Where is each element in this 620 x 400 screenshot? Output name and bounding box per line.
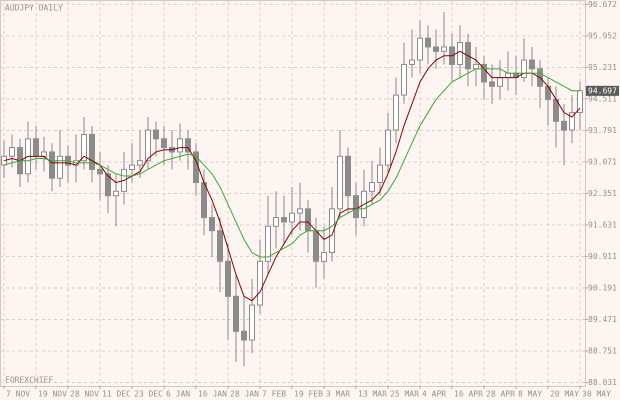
candle-body [33, 138, 39, 157]
y-tick-label: 90.911 [588, 252, 617, 261]
candle-body [329, 208, 335, 254]
x-tick-label: 25 MAR [390, 390, 419, 399]
y-tick-label: 94.511 [588, 94, 617, 103]
x-tick-label: 19 NOV [38, 390, 67, 399]
candle-body [457, 42, 463, 65]
x-tick-label: 19 FEB [294, 390, 323, 399]
candle-body [529, 59, 535, 70]
price-label-box [586, 85, 619, 96]
y-tick-label: 95.952 [588, 31, 617, 40]
price-label: 94.697 [588, 86, 617, 95]
candle-body [297, 208, 303, 214]
x-tick-label: 8 MAY [518, 390, 542, 399]
candle-body [409, 59, 415, 65]
x-tick-label: 3 MAR [326, 390, 350, 399]
y-tick-label: 95.231 [588, 63, 617, 72]
candle-body [425, 37, 431, 48]
candle-body [81, 133, 87, 162]
marks [1, 11, 583, 367]
x-tick-label: 4 APR [422, 390, 446, 399]
x-tick-label: 6 JAN [166, 390, 190, 399]
y-tick-label: 93.791 [588, 126, 617, 135]
candle-body [417, 37, 423, 61]
candle-body [569, 112, 575, 131]
candle-body [441, 46, 447, 52]
candle-body [217, 230, 223, 262]
candle-body [113, 190, 119, 197]
y-tick-label: 88.031 [588, 378, 617, 387]
candle-body [321, 252, 327, 262]
candle-body [241, 330, 247, 341]
x-tick-label: 28 JAN [230, 390, 259, 399]
x-tick-label: 16 APR [454, 390, 483, 399]
candle-body [313, 230, 319, 262]
candle-body [209, 217, 215, 232]
candle-body [177, 138, 183, 153]
y-tick-label: 88.751 [588, 346, 617, 355]
candle-body [385, 129, 391, 166]
candle-body [249, 304, 255, 341]
candle-body [505, 72, 511, 79]
candle-body [9, 147, 15, 157]
candle-body [353, 195, 359, 219]
candle-body [161, 138, 167, 149]
candle-body [233, 295, 239, 332]
candle-body [489, 81, 495, 87]
candle-body [57, 155, 63, 179]
candle-body [257, 260, 263, 306]
candle-body [89, 133, 95, 170]
candle-body [337, 155, 343, 210]
grid [0, 1, 585, 386]
candle-body [273, 217, 279, 227]
chart-title: AUDJPY DAILY [5, 4, 63, 13]
candle-body [185, 138, 191, 153]
candle-body [521, 59, 527, 79]
candle-body [345, 155, 351, 197]
moving-average-line [3, 68, 580, 258]
watermark: FOREXCHIEF [5, 376, 53, 385]
candle-body [473, 63, 479, 70]
candle-body [281, 217, 287, 223]
candle-body [393, 94, 399, 131]
x-tick-label: 13 MAR [358, 390, 387, 399]
candle-body [561, 120, 567, 131]
y-tick-label: 96.672 [588, 0, 617, 9]
candle-body [105, 173, 111, 197]
candle-body [377, 164, 383, 184]
y-tick-label: 92.351 [588, 189, 617, 198]
x-tick-label: 7 FEB [262, 390, 286, 399]
candle-body [481, 63, 487, 83]
candle-body [97, 168, 103, 175]
y-tick-label: 90.191 [588, 283, 617, 292]
candle-body [145, 129, 151, 162]
candle-body [305, 208, 311, 232]
x-tick-label: 16 JAN [198, 390, 227, 399]
candle-body [401, 63, 407, 96]
candle-body [129, 164, 135, 170]
x-tick-label: 7 NOV [6, 390, 30, 399]
candle-body [369, 182, 375, 192]
x-tick-label: 28 NOV [70, 390, 99, 399]
candle-body [265, 225, 271, 262]
y-tick-label: 89.471 [588, 315, 617, 324]
candle-body [289, 212, 295, 223]
x-tick-label: 20 MAY [550, 390, 579, 399]
candle-body [201, 182, 207, 219]
candle-body [41, 151, 47, 157]
candle-body [137, 160, 143, 166]
y-tick-label: 93.071 [588, 157, 617, 166]
candle-body [497, 77, 503, 87]
candle-body [433, 46, 439, 52]
candle-body [225, 260, 231, 297]
candle-body [49, 151, 55, 179]
x-tick-label: 28 APR [486, 390, 515, 399]
x-tick-label: 30 MAY [582, 390, 611, 399]
y-tick-label: 91.631 [588, 220, 617, 229]
x-tick-label: 11 DEC [102, 390, 131, 399]
x-tick-label: 23 DEC [134, 390, 163, 399]
candle-body [153, 129, 159, 140]
candle-body [577, 90, 583, 114]
